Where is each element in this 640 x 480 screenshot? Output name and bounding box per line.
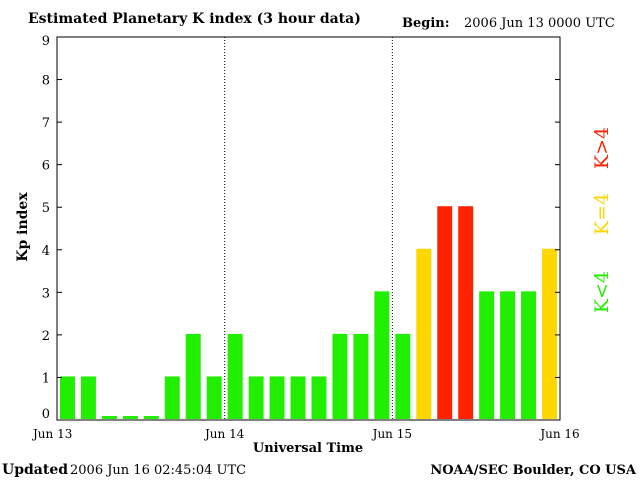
kp-bar <box>332 333 348 419</box>
x-tick-label: Jun 13 <box>31 427 72 441</box>
updated-label: Updated <box>2 462 68 478</box>
data-source: NOAA/SEC Boulder, CO USA <box>430 463 637 478</box>
kp-bar <box>437 206 453 419</box>
legend-k-greater-4: K>4 <box>591 127 613 169</box>
kp-bar <box>458 206 474 419</box>
y-tick-label: 7 <box>42 116 50 131</box>
begin-label: Begin: <box>402 16 450 31</box>
kp-bar <box>101 416 117 419</box>
kp-bar <box>416 248 432 419</box>
kp-bar <box>353 333 369 419</box>
kp-bar <box>500 291 516 419</box>
y-tick-label: 3 <box>42 286 50 301</box>
kp-bar <box>185 333 201 419</box>
y-tick-label: 9 <box>42 34 50 49</box>
kp-bar <box>395 333 411 419</box>
updated-value: 2006 Jun 16 02:45:04 UTC <box>70 463 246 478</box>
kp-bar <box>542 248 557 419</box>
legend-k-less-4: K<4 <box>591 271 613 313</box>
kp-bar <box>311 376 327 419</box>
kp-bar <box>227 333 243 419</box>
kp-bar <box>164 376 180 419</box>
kp-bar <box>521 291 537 419</box>
kp-bar <box>269 376 285 419</box>
kp-bar <box>80 376 96 419</box>
chart-title: Estimated Planetary K index (3 hour data… <box>28 11 361 27</box>
kp-bar <box>60 376 75 419</box>
kp-bar <box>479 291 495 419</box>
x-axis-label: Universal Time <box>253 441 363 456</box>
kp-bar <box>206 376 222 419</box>
y-tick-label: 4 <box>42 244 50 259</box>
x-tick-label: Jun 15 <box>371 427 412 441</box>
kp-bar <box>248 376 264 419</box>
begin-value: 2006 Jun 13 0000 UTC <box>464 16 615 31</box>
kp-bar <box>122 416 138 419</box>
y-tick-label: 6 <box>42 159 50 174</box>
y-tick-label: 5 <box>42 201 50 216</box>
plot-area: 0 1 2 3 4 5 6 7 8 9 Jun 13 Jun 14 Jun 15 Jun 16 <box>31 34 580 441</box>
y-tick-label: 2 <box>42 329 50 344</box>
y-tick-label: 1 <box>42 371 50 386</box>
kp-bar <box>290 376 306 419</box>
x-tick-label: Jun 16 <box>538 427 579 441</box>
legend-k-equal-4: K=4 <box>591 193 613 235</box>
kp-bar <box>374 291 390 419</box>
y-tick-label: 8 <box>42 74 50 89</box>
kp-bar <box>143 416 159 419</box>
plot-frame <box>56 36 561 421</box>
x-tick-label: Jun 14 <box>203 427 245 441</box>
y-tick-label: 0 <box>42 407 50 422</box>
y-axis-label: Kp index <box>15 192 31 262</box>
